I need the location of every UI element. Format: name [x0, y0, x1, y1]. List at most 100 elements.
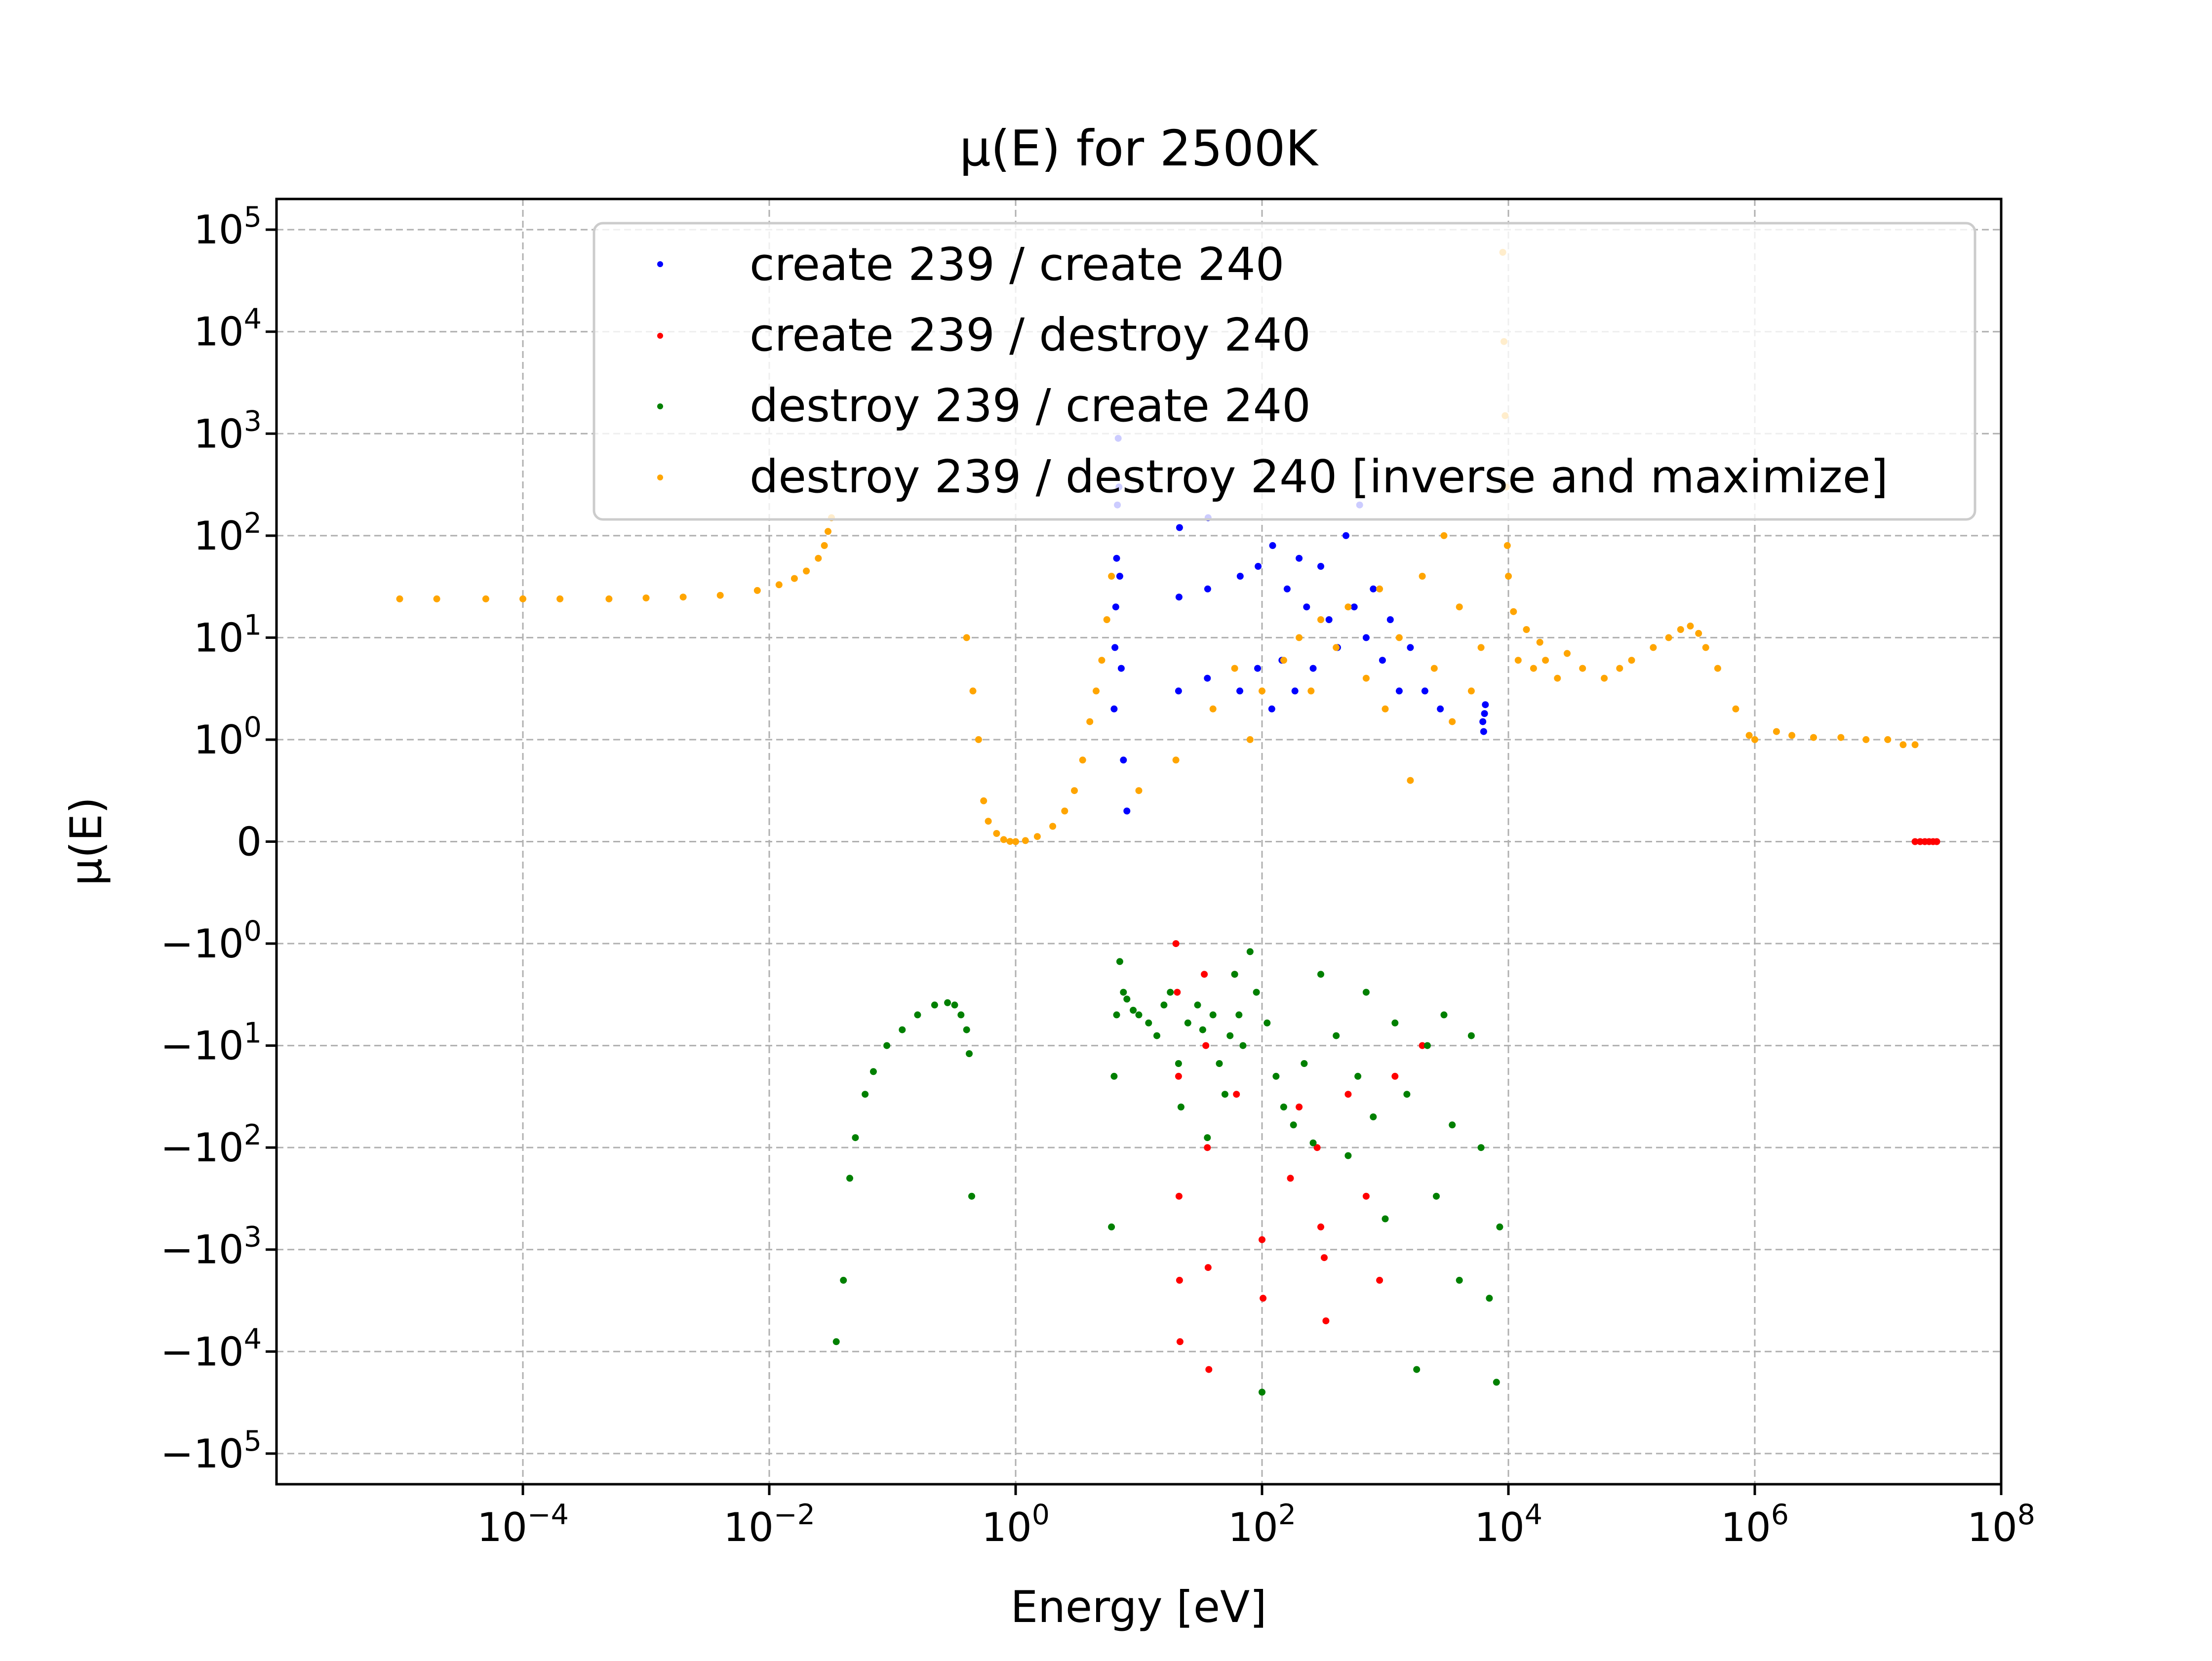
data-point-series-4	[993, 830, 1000, 837]
data-point-series-4	[1246, 736, 1254, 743]
data-point-series-4	[1071, 787, 1078, 794]
data-point-series-1	[1482, 701, 1489, 709]
legend-box	[592, 222, 1976, 521]
data-point-series-3	[931, 1001, 938, 1009]
data-point-series-2	[1419, 1042, 1426, 1049]
data-point-series-3	[1135, 1011, 1143, 1019]
data-point-series-3	[966, 1050, 973, 1057]
data-point-series-2	[1287, 1175, 1294, 1182]
data-point-series-3	[1253, 989, 1260, 996]
data-point-series-3	[1204, 1134, 1211, 1142]
data-point-series-1	[1255, 563, 1262, 570]
y-tick-label: −104	[160, 1323, 262, 1375]
data-point-series-3	[1382, 1215, 1389, 1223]
x-tick-label: 108	[1967, 1499, 2035, 1550]
data-point-series-4	[1510, 608, 1517, 615]
data-point-series-1	[1325, 616, 1333, 623]
data-point-series-2	[1296, 1104, 1303, 1110]
data-point-series-2	[1172, 940, 1180, 948]
data-point-series-4	[975, 736, 982, 743]
data-point-series-4	[1307, 687, 1315, 695]
data-point-series-2	[1176, 1338, 1184, 1345]
data-point-series-3	[951, 1001, 958, 1009]
data-point-series-3	[1108, 1223, 1115, 1230]
x-axis-label: Energy [eV]	[1010, 1582, 1266, 1632]
data-point-series-3	[1177, 1104, 1185, 1110]
data-points	[396, 249, 1940, 1396]
data-point-series-4	[1000, 836, 1007, 843]
data-point-series-3	[1456, 1276, 1463, 1284]
data-point-series-4	[1061, 807, 1068, 815]
data-point-series-4	[775, 581, 783, 589]
data-point-series-3	[1413, 1366, 1421, 1373]
data-point-series-3	[1235, 1011, 1243, 1019]
data-point-series-4	[1103, 616, 1110, 623]
data-point-series-2	[1376, 1276, 1383, 1284]
data-point-series-4	[1209, 705, 1217, 712]
data-point-series-1	[1379, 657, 1386, 664]
x-tick-label: 10−2	[723, 1499, 815, 1550]
data-point-series-2	[1176, 1276, 1183, 1284]
data-point-series-4	[1135, 787, 1143, 794]
data-point-series-1	[1407, 644, 1414, 651]
data-point-series-4	[1086, 718, 1094, 725]
data-point-series-1	[1236, 687, 1243, 695]
data-point-series-1	[1269, 542, 1276, 549]
data-point-series-4	[1616, 665, 1623, 672]
data-point-series-2	[1344, 1091, 1352, 1098]
data-point-series-2	[1260, 1295, 1267, 1302]
data-point-series-4	[1650, 644, 1657, 651]
data-point-series-4	[1536, 638, 1543, 646]
data-point-series-3	[1113, 1011, 1120, 1019]
x-tick-label: 102	[1228, 1499, 1296, 1550]
data-point-series-4	[1677, 626, 1684, 633]
data-point-series-3	[1175, 1060, 1182, 1067]
data-point-series-4	[1467, 687, 1475, 695]
data-point-series-3	[832, 1338, 840, 1345]
data-point-series-3	[1160, 1001, 1168, 1009]
data-point-series-4	[1665, 634, 1672, 641]
x-tick-label: 104	[1474, 1499, 1542, 1550]
data-point-series-4	[1505, 573, 1512, 580]
data-point-series-1	[1254, 665, 1261, 672]
data-point-series-1	[1370, 585, 1377, 593]
data-point-series-3	[1216, 1060, 1223, 1067]
y-tick-label: −102	[160, 1119, 262, 1171]
data-point-series-4	[1049, 823, 1057, 830]
data-point-series-2	[1204, 1144, 1211, 1151]
data-point-series-4	[605, 595, 613, 602]
x-tick-label: 100	[982, 1499, 1050, 1550]
data-point-series-3	[869, 1068, 877, 1075]
data-point-series-4	[556, 595, 564, 602]
data-point-series-3	[944, 999, 951, 1006]
data-point-series-1	[1176, 524, 1183, 531]
data-point-series-3	[1145, 1019, 1152, 1027]
legend-marker-series-1	[657, 261, 663, 267]
data-point-series-4	[1695, 630, 1702, 637]
data-point-series-3	[1493, 1379, 1500, 1386]
data-point-series-4	[825, 528, 831, 535]
data-point-series-4	[1098, 657, 1106, 664]
data-point-series-4	[1601, 674, 1608, 682]
y-tick-label: −101	[160, 1017, 262, 1069]
data-point-series-3	[1477, 1144, 1485, 1151]
data-point-series-4	[1745, 732, 1753, 739]
data-point-series-3	[1116, 958, 1123, 965]
data-point-series-4	[1440, 532, 1448, 539]
data-point-series-3	[883, 1042, 891, 1049]
data-point-series-2	[1321, 1254, 1328, 1262]
legend-marker-series-2	[657, 333, 663, 339]
y-tick-label: 103	[194, 405, 262, 457]
data-point-series-4	[482, 595, 489, 602]
data-point-series-1	[1110, 705, 1118, 712]
x-tick-label: 10−4	[477, 1499, 569, 1550]
data-point-series-3	[1301, 1060, 1308, 1067]
data-point-series-3	[1246, 948, 1254, 955]
legend-label-series-1: create 239 / create 240	[750, 238, 1284, 291]
data-point-series-4	[1362, 674, 1370, 682]
data-point-series-4	[1514, 657, 1522, 664]
data-point-series-4	[1911, 741, 1919, 749]
data-point-series-4	[985, 818, 992, 825]
data-point-series-2	[1175, 1192, 1183, 1200]
